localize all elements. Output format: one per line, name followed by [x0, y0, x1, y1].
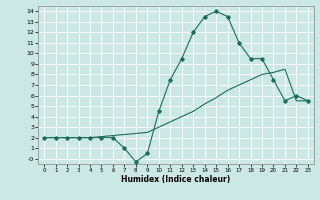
- X-axis label: Humidex (Indice chaleur): Humidex (Indice chaleur): [121, 175, 231, 184]
